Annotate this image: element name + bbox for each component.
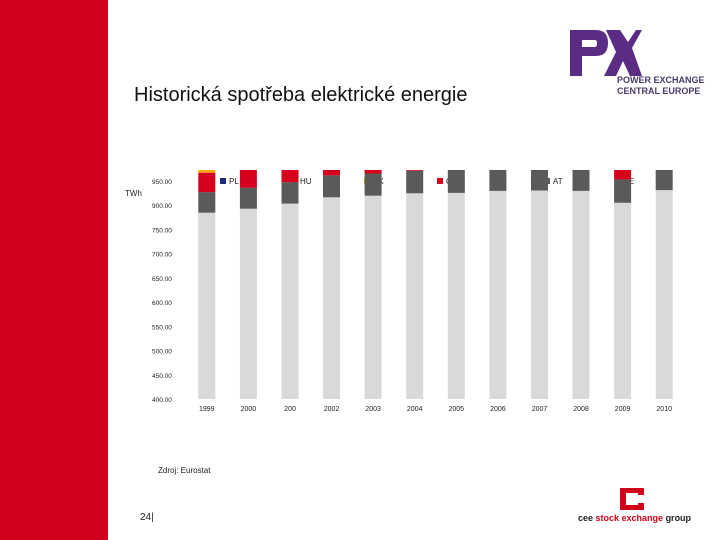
cee-logo-prefix: cee [578, 513, 596, 523]
bar-segment-at [239, 187, 257, 209]
bar-segment-cz [281, 170, 299, 183]
legend-swatch-pl [220, 178, 226, 184]
bar-segment-at [531, 170, 548, 191]
x-tick-label: 2008 [573, 406, 589, 413]
px-logo-icon [570, 30, 642, 76]
px-logo-line2: CENTRAL EUROPE [617, 86, 701, 96]
legend-label-hu: HU [300, 177, 312, 186]
y-tick-label: 950.00 [152, 179, 172, 186]
bar-segment-de [406, 193, 424, 399]
slide-title: Historická spotřeba elektrické energie [134, 84, 468, 106]
bar-segment-cz [198, 172, 216, 193]
x-tick-label: 2007 [532, 406, 548, 413]
bar-segment-at [323, 175, 340, 198]
bar-segment-cz [614, 170, 632, 180]
cee-logo-icon [620, 488, 644, 510]
x-tick-label: 1999 [199, 406, 215, 413]
bar-segment-sk [198, 170, 216, 173]
y-tick-label: 750.00 [152, 227, 172, 234]
bar-segment-at [447, 170, 465, 193]
chart-bars [198, 170, 673, 399]
cee-logo-suffix: group [663, 513, 692, 523]
bar-segment-de [489, 190, 507, 399]
bar-segment-de [364, 195, 382, 399]
y-axis-label: TWh [125, 189, 142, 198]
x-tick-label: 2002 [324, 406, 340, 413]
red-side-band [0, 0, 108, 540]
legend-label-at: AT [553, 177, 563, 186]
bar-segment-de [198, 212, 216, 399]
x-tick-label: 2010 [656, 406, 672, 413]
y-tick-label: 450.00 [152, 373, 172, 380]
y-tick-label: 900.00 [152, 203, 172, 210]
legend-swatch-cz [437, 178, 443, 184]
y-axis: TWh 950.00 900.00 750.00 700.00 650.00 600.00 5… [125, 179, 172, 404]
cee-logo-text: cee stock exchange group [578, 513, 691, 523]
x-axis: 1999 2000 200 2002 2003 2004 2005 2006 2007 2008 2… [199, 406, 672, 413]
bar-segment-de [323, 197, 340, 399]
bar-segment-at [364, 173, 382, 196]
bar-segment-cz [323, 170, 340, 176]
bar-segment-de [281, 203, 299, 399]
x-tick-label: 2003 [365, 406, 381, 413]
x-tick-label: 200 [284, 406, 296, 413]
bar-segment-at [281, 182, 299, 204]
bar-segment-de [447, 192, 465, 399]
cee-logo-accent: stock exchange [595, 513, 664, 523]
source-note: Zdroj: Eurostat [158, 466, 211, 475]
bar-segment-at [655, 170, 673, 191]
x-tick-label: 2005 [449, 406, 465, 413]
bar-segment-cz [239, 170, 257, 188]
bar-segment-de [531, 190, 548, 399]
x-tick-label: 2000 [241, 406, 257, 413]
y-tick-label: 500.00 [152, 349, 172, 356]
bar-segment-cz [364, 170, 382, 174]
legend-label-pl: PL [229, 177, 239, 186]
y-tick-label: 700.00 [152, 252, 172, 259]
bar-segment-de [614, 202, 632, 399]
bar-segment-at [614, 179, 632, 203]
bar-segment-de [239, 208, 257, 399]
bar-segment-de [655, 190, 673, 399]
y-tick-label: 650.00 [152, 276, 172, 283]
x-tick-label: 2004 [407, 406, 423, 413]
bar-segment-at [489, 170, 507, 191]
px-logo-text: POWER EXCHANGE CENTRAL EUROPE [617, 75, 717, 97]
px-logo-line1: POWER EXCHANGE [617, 75, 705, 85]
y-tick-label: 550.00 [152, 324, 172, 331]
x-tick-label: 2009 [615, 406, 631, 413]
page-number: 24| [140, 512, 154, 523]
bar-segment-cz [406, 170, 424, 171]
y-tick-label: 400.00 [152, 397, 172, 404]
bar-segment-at [406, 170, 424, 194]
y-tick-label: 600.00 [152, 300, 172, 307]
bar-segment-de [572, 190, 590, 399]
bar-segment-at [198, 192, 216, 213]
x-tick-label: 2006 [490, 406, 506, 413]
bar-segment-at [572, 170, 590, 191]
stacked-bar-chart: PLHUSKCZATDE TWh950.00900.00750.00700.00… [125, 170, 673, 413]
